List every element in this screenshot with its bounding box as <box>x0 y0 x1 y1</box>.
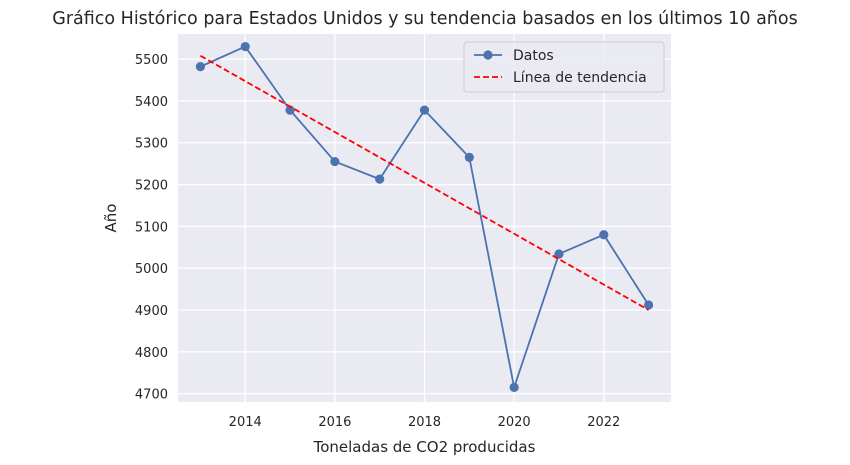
series-trend-line <box>199 54 650 311</box>
data-point <box>464 152 474 162</box>
y-tick-label: 5400 <box>135 95 168 110</box>
x-axis-label: Toneladas de CO2 producidas <box>313 438 536 456</box>
data-point <box>375 174 385 184</box>
series-layer <box>195 41 654 392</box>
x-tick-label: 2020 <box>498 415 531 430</box>
data-point <box>599 230 609 240</box>
x-tick-label: 2016 <box>318 415 351 430</box>
y-tick-label: 4900 <box>135 304 168 319</box>
y-axis-label: Año <box>102 204 120 233</box>
y-tick-label: 5300 <box>135 137 168 152</box>
data-point <box>643 300 654 310</box>
x-tick-label: 2014 <box>229 415 262 430</box>
data-point <box>240 41 250 52</box>
data-point <box>419 105 430 115</box>
y-tick-label: 5500 <box>135 53 168 68</box>
y-axis-ticks: 4700 4800 4900 5000 5100 5200 5300 5400 5500 <box>135 53 168 403</box>
x-tick-label: 2022 <box>587 415 620 430</box>
data-point <box>330 156 340 167</box>
legend-datos-label: Datos <box>513 48 554 64</box>
legend-box <box>463 41 665 93</box>
data-point <box>285 105 295 115</box>
legend-trend-label: Línea de tendencia <box>513 70 647 86</box>
y-tick-label: 5100 <box>135 220 168 235</box>
legend: Datos Línea de tendencia <box>463 41 665 93</box>
y-tick-label: 5000 <box>135 262 168 277</box>
y-tick-label: 4800 <box>135 346 168 361</box>
y-tick-label: 4700 <box>135 388 168 403</box>
grid-lines <box>178 34 671 402</box>
x-tick-label: 2018 <box>408 415 441 430</box>
data-point <box>509 382 519 392</box>
data-point <box>195 62 206 72</box>
legend-datos-marker <box>483 50 493 60</box>
chart-title: Gráfico Histórico para Estados Unidos y … <box>52 9 797 29</box>
data-point <box>554 249 564 259</box>
x-axis-ticks: 2014 2016 2018 2020 2022 <box>229 415 621 430</box>
y-tick-label: 5200 <box>135 179 168 194</box>
